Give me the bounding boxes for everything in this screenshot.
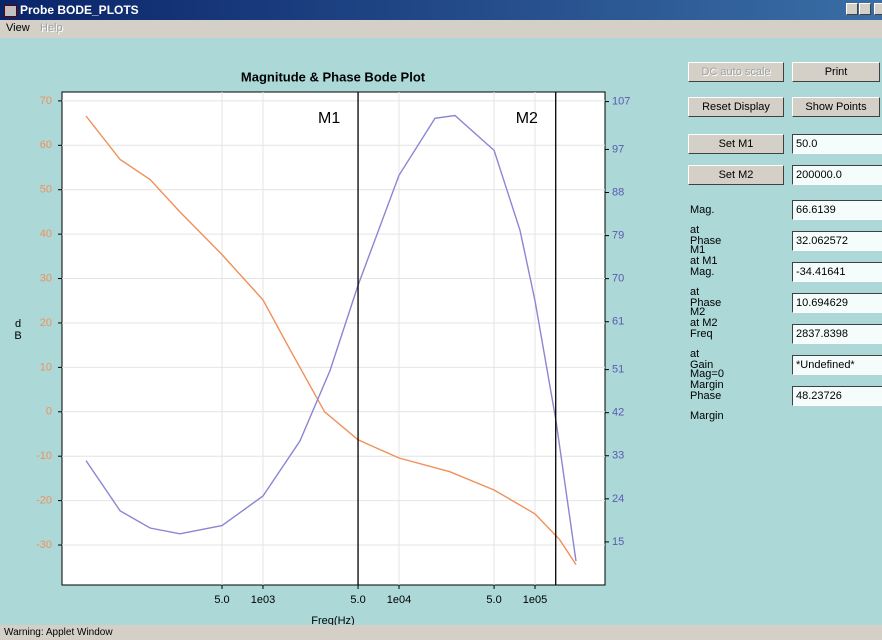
y2-tick-label: 88 <box>612 186 624 198</box>
y-tick-label: 60 <box>40 139 52 151</box>
readout-label: Mag. at M2 <box>690 266 715 318</box>
x-tick-label: 1e04 <box>387 594 411 606</box>
y2-tick-label: 51 <box>612 364 624 376</box>
readout-value: 10.694629 <box>792 293 882 313</box>
set-marker-button[interactable]: Set M2 <box>688 165 784 185</box>
maximize-button[interactable] <box>859 3 871 15</box>
marker-input[interactable]: 50.0 <box>792 134 882 154</box>
button[interactable]: Show Points <box>792 97 880 117</box>
y-tick-label: 0 <box>46 406 52 418</box>
bode-chart: Magnitude & Phase Bode Plot Freq(Hz) dB … <box>12 69 630 625</box>
minimize-button[interactable] <box>846 3 858 15</box>
readout-label: Phase at M1 <box>690 235 722 267</box>
readout-label: Phase Margin <box>690 390 724 422</box>
y2-tick-label: 79 <box>612 229 624 241</box>
y-axis-label: dB <box>12 318 24 342</box>
menu-bar: View Help <box>0 20 882 38</box>
x-tick-label: 5.0 <box>486 594 501 606</box>
y2-tick-label: 107 <box>612 95 630 107</box>
y-tick-label: 50 <box>40 184 52 196</box>
set-marker-button[interactable]: Set M1 <box>688 134 784 154</box>
y2-tick-label: 97 <box>612 143 624 155</box>
y2-tick-label: 70 <box>612 273 624 285</box>
readout-label: Freq at Mag=0 <box>690 328 724 380</box>
y2-tick-label: 15 <box>612 536 624 548</box>
readout-value: -34.41641 <box>792 262 882 282</box>
readout-value: 48.23726 <box>792 386 882 406</box>
readout-value: 2837.8398 <box>792 324 882 344</box>
y-tick-label: 20 <box>40 317 52 329</box>
readout-label: Mag. at M1 <box>690 204 715 256</box>
x-tick-label: 5.0 <box>214 594 229 606</box>
marker-input[interactable]: 200000.0 <box>792 165 882 185</box>
readout-label: Gain Margin <box>690 359 724 391</box>
x-tick-label: 1e03 <box>251 594 275 606</box>
chart-title: Magnitude & Phase Bode Plot <box>241 69 426 84</box>
status-bar: Warning: Applet Window <box>0 625 882 640</box>
marker-label: M2 <box>516 110 538 127</box>
x-axis-label: Freq(Hz) <box>311 615 354 625</box>
readout-value: *Undefined* <box>792 355 882 375</box>
marker-label: M1 <box>318 110 340 127</box>
y-tick-label: -20 <box>36 495 52 507</box>
y-tick-label: 30 <box>40 272 52 284</box>
close-button[interactable] <box>874 3 882 15</box>
y-tick-label: 10 <box>40 361 52 373</box>
menu-item: Help <box>40 22 63 34</box>
y-tick-label: -30 <box>36 539 52 551</box>
y2-tick-label: 42 <box>612 407 624 419</box>
readout-value: 66.6139 <box>792 200 882 220</box>
y2-tick-label: 33 <box>612 450 624 462</box>
x-tick-label: 1e05 <box>523 594 547 606</box>
data-line <box>85 115 577 565</box>
y-tick-label: -10 <box>36 450 52 462</box>
plot-area <box>61 91 606 586</box>
x-tick-label: 5.0 <box>350 594 365 606</box>
app-icon <box>4 5 17 17</box>
y2-tick-label: 61 <box>612 316 624 328</box>
readout-value: 32.062572 <box>792 231 882 251</box>
y-tick-label: 70 <box>40 95 52 107</box>
window-title: Probe BODE_PLOTS <box>20 3 139 17</box>
readout-label: Phase at M2 <box>690 297 722 329</box>
button[interactable]: Reset Display <box>688 97 784 117</box>
y-tick-label: 40 <box>40 228 52 240</box>
button: DC auto scale <box>688 62 784 82</box>
menu-item[interactable]: View <box>6 22 30 34</box>
title-bar: Probe BODE_PLOTS <box>0 0 882 20</box>
y2-tick-label: 24 <box>612 493 624 505</box>
button[interactable]: Print <box>792 62 880 82</box>
